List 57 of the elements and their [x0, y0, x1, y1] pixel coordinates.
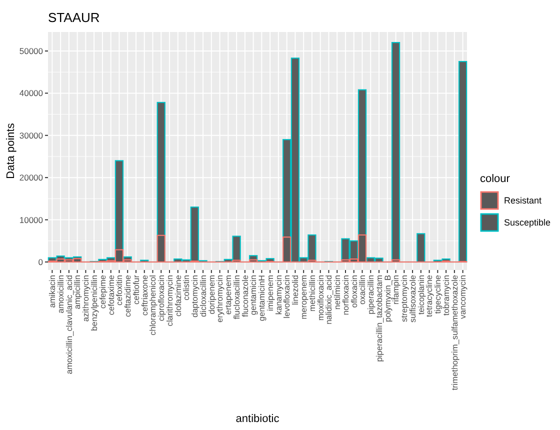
x-tick-label: piperacillin [366, 274, 376, 314]
x-axis-title: antibiotic [236, 413, 280, 425]
x-tick-label: polymyxin_B [382, 274, 392, 322]
x-tick-label: methicillin [306, 274, 317, 312]
x-tick-label: vancomycin [458, 274, 468, 319]
x-tick-label: erythromycin [214, 274, 225, 322]
y-axis-title: Data points [5, 122, 17, 179]
x-tick-label: amikacin [47, 274, 58, 308]
x-tick-label: flucloxacillin [231, 274, 242, 320]
x-tick-label: ceftazidime [122, 274, 133, 317]
x-tick-label: chloramphenicol [148, 274, 158, 336]
x-tick-label: ertapenem [223, 274, 234, 315]
legend-label: Susceptible [504, 218, 551, 228]
legend-title: colour [480, 173, 510, 185]
chart-title: STAAUR [48, 10, 100, 25]
x-tick-label: amoxicillin [55, 274, 66, 314]
x-tick-label: ciprofloxacin [156, 274, 166, 322]
x-tick-label: gentamicin [248, 274, 258, 316]
x-tick-label: norfloxacin [340, 274, 350, 316]
x-tick-label: linezolid [290, 274, 300, 305]
y-tick-label: 10000 [19, 214, 44, 225]
x-tick-label: ceftriaxone [139, 274, 150, 316]
y-tick-label: 0 [38, 256, 44, 267]
x-tick-label: meropenem [298, 274, 308, 320]
y-tick-label: 20000 [19, 172, 44, 183]
x-tick-label: nalidixic_acid [324, 274, 334, 324]
x-tick-label: oxacillin [357, 274, 368, 305]
x-tick-label: ofloxacin [348, 274, 359, 308]
x-tick-label: clarithromycin [164, 274, 174, 326]
y-tick-label: 40000 [19, 88, 44, 98]
x-tick-label: doripenem [206, 274, 216, 314]
x-tick-label: kanamycin [273, 274, 284, 315]
x-tick-label: tigecycline [432, 274, 443, 314]
x-tick-label: fluconazole [240, 274, 250, 317]
x-tick-label: moxifloxacin [315, 274, 326, 321]
x-tick-label: teicoplanin [416, 274, 426, 315]
x-tick-label: streptomycin [399, 274, 410, 322]
x-tick-label: benzylpenicillin [88, 274, 99, 331]
x-tick-label: ampicillin [72, 274, 82, 310]
x-tick-label: cefepime [97, 274, 108, 309]
x-tick-label: cefotaxime [106, 274, 116, 316]
x-tick-label: netilmicin [332, 274, 342, 310]
y-tick-label: 50000 [19, 46, 44, 56]
x-tick-label: gentamicinH [256, 275, 267, 322]
x-tick-label: ceftiofur [130, 274, 141, 305]
x-tick-label: colistin [181, 274, 192, 300]
x-tick-label: trimethoprim_sulfamethoxazole [449, 274, 460, 390]
x-tick-label: azithromycin [80, 274, 91, 322]
y-tick-label: 30000 [19, 130, 44, 140]
legend-label: Resistant [504, 196, 542, 206]
x-tick-label: cefoxitin [114, 274, 124, 306]
x-tick-label: daptomycin [190, 274, 200, 318]
x-tick-label: levofloxacin [282, 274, 292, 318]
x-tick-label: clofazimine [172, 274, 183, 317]
x-tick-label: amoxicillin_clavulanic_acid [64, 274, 74, 374]
x-tick-label: tetracycline [424, 274, 434, 317]
x-tick-label: imipenem [264, 274, 275, 311]
